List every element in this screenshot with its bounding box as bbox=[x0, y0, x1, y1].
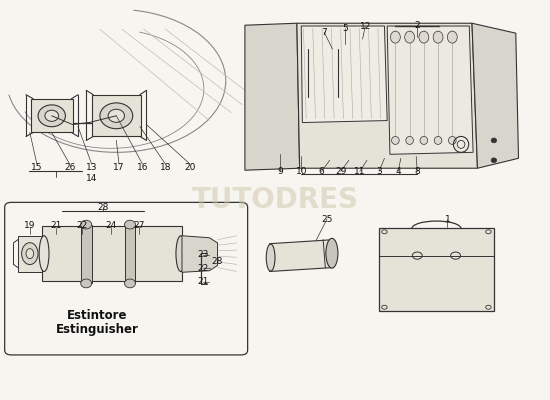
Text: 25: 25 bbox=[321, 214, 333, 224]
Ellipse shape bbox=[39, 236, 49, 272]
Polygon shape bbox=[81, 225, 92, 284]
Text: 2: 2 bbox=[415, 21, 420, 30]
Text: Estintore: Estintore bbox=[67, 309, 128, 322]
Text: Estinguisher: Estinguisher bbox=[56, 322, 139, 336]
Text: 1: 1 bbox=[444, 214, 450, 224]
Ellipse shape bbox=[405, 31, 415, 43]
Text: 28: 28 bbox=[212, 257, 223, 266]
Ellipse shape bbox=[420, 136, 428, 144]
Text: 3: 3 bbox=[376, 167, 382, 176]
Text: 22: 22 bbox=[197, 264, 208, 273]
Text: 8: 8 bbox=[414, 167, 420, 176]
Polygon shape bbox=[182, 236, 218, 272]
Text: 23: 23 bbox=[197, 250, 208, 259]
Ellipse shape bbox=[176, 236, 186, 272]
Text: 22: 22 bbox=[77, 221, 88, 230]
Ellipse shape bbox=[447, 31, 457, 43]
Text: 29: 29 bbox=[335, 167, 346, 176]
Text: TUTODRES: TUTODRES bbox=[191, 186, 359, 214]
Polygon shape bbox=[124, 225, 135, 284]
Text: 20: 20 bbox=[184, 163, 196, 172]
Ellipse shape bbox=[26, 249, 34, 258]
Polygon shape bbox=[18, 236, 42, 272]
Text: 24: 24 bbox=[105, 221, 117, 230]
Text: 21: 21 bbox=[197, 277, 208, 286]
Ellipse shape bbox=[419, 31, 429, 43]
Text: 6: 6 bbox=[318, 167, 324, 176]
Polygon shape bbox=[301, 26, 387, 122]
Text: 13: 13 bbox=[86, 163, 97, 172]
Ellipse shape bbox=[108, 109, 124, 122]
Ellipse shape bbox=[38, 105, 65, 127]
Ellipse shape bbox=[266, 244, 275, 271]
Text: 15: 15 bbox=[31, 163, 43, 172]
Text: 17: 17 bbox=[113, 163, 125, 172]
Text: 9: 9 bbox=[278, 167, 283, 176]
Ellipse shape bbox=[81, 279, 92, 288]
Text: 19: 19 bbox=[24, 221, 36, 230]
Ellipse shape bbox=[491, 158, 497, 163]
Polygon shape bbox=[245, 23, 300, 170]
Polygon shape bbox=[472, 23, 519, 168]
Ellipse shape bbox=[491, 138, 497, 143]
Polygon shape bbox=[92, 95, 141, 136]
Ellipse shape bbox=[100, 103, 133, 129]
Polygon shape bbox=[42, 226, 182, 282]
Text: 28: 28 bbox=[97, 203, 108, 212]
Ellipse shape bbox=[124, 220, 135, 229]
Text: 12: 12 bbox=[360, 22, 371, 30]
Polygon shape bbox=[379, 228, 494, 311]
Text: 26: 26 bbox=[64, 163, 75, 172]
Text: 11: 11 bbox=[354, 167, 366, 176]
Polygon shape bbox=[387, 26, 473, 154]
Ellipse shape bbox=[433, 31, 443, 43]
Ellipse shape bbox=[45, 110, 58, 121]
Ellipse shape bbox=[434, 136, 442, 144]
Text: 4: 4 bbox=[395, 167, 401, 176]
Ellipse shape bbox=[124, 279, 135, 288]
Ellipse shape bbox=[390, 31, 400, 43]
Text: 27: 27 bbox=[134, 221, 145, 230]
Polygon shape bbox=[297, 23, 477, 168]
Text: 14: 14 bbox=[86, 174, 97, 183]
Ellipse shape bbox=[81, 220, 92, 229]
Ellipse shape bbox=[21, 243, 38, 264]
Ellipse shape bbox=[406, 136, 414, 144]
Text: 10: 10 bbox=[295, 167, 307, 176]
Polygon shape bbox=[270, 240, 333, 272]
Ellipse shape bbox=[326, 238, 338, 268]
Text: 18: 18 bbox=[160, 163, 171, 172]
Text: 5: 5 bbox=[342, 24, 348, 33]
Text: 16: 16 bbox=[137, 163, 148, 172]
Polygon shape bbox=[31, 99, 73, 132]
Ellipse shape bbox=[392, 136, 399, 144]
Text: 21: 21 bbox=[51, 221, 62, 230]
Text: 7: 7 bbox=[321, 28, 327, 37]
Ellipse shape bbox=[448, 136, 456, 144]
